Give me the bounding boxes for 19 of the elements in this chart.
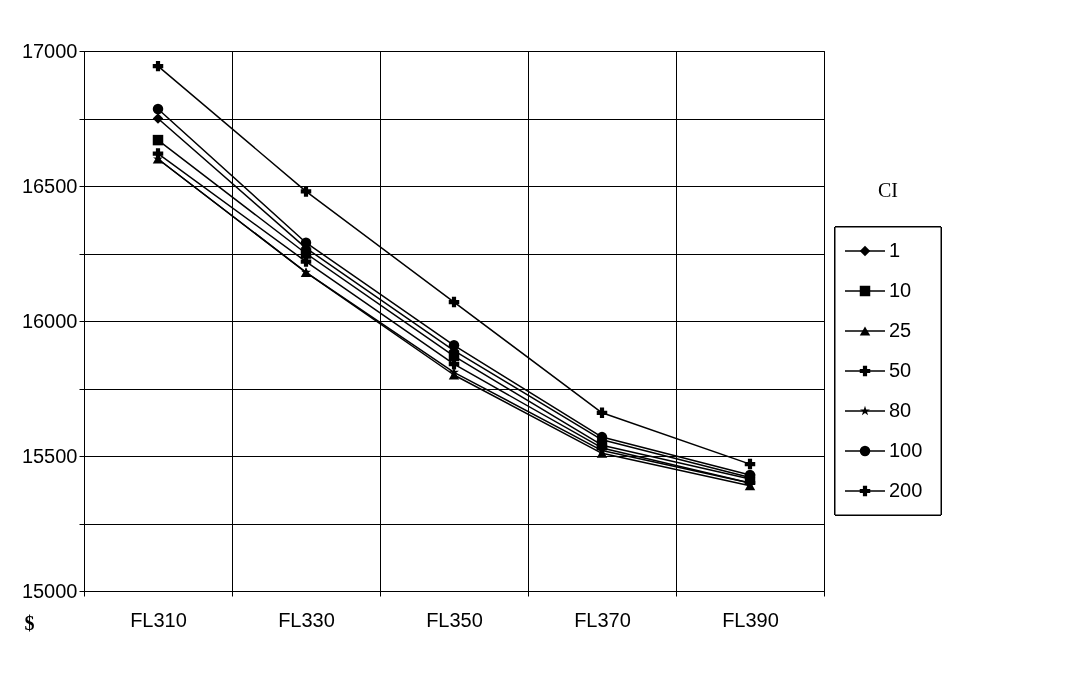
- y-tick-label: 16500: [21, 174, 78, 197]
- legend-title: CI: [878, 179, 898, 201]
- y-tick-label: 17000: [21, 39, 78, 62]
- x-tick-label: FL350: [426, 608, 483, 631]
- y-tick-label: 15500: [21, 444, 78, 467]
- legend-label: 25: [889, 319, 912, 341]
- legend-label: 80: [889, 399, 912, 421]
- y-tick-label: 15000: [21, 579, 78, 602]
- legend-label: 100: [889, 439, 923, 461]
- legend-label: 10: [889, 279, 912, 301]
- legend-label: 50: [889, 359, 912, 381]
- x-tick-label: FL370: [574, 608, 631, 631]
- y-axis-title: $: [24, 611, 35, 634]
- x-tick-label: FL310: [130, 608, 187, 631]
- x-tick-label: FL390: [722, 608, 779, 631]
- x-tick-label: FL330: [278, 608, 335, 631]
- legend-label: 200: [889, 479, 923, 501]
- legend-label: 1: [889, 239, 901, 261]
- y-tick-label: 16000: [21, 309, 78, 332]
